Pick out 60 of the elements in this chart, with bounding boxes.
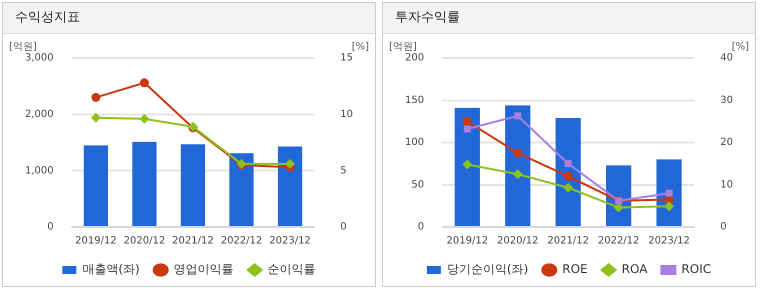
y-tick-label: 150 — [404, 94, 424, 106]
x-tick-label: 2022/12 — [598, 236, 640, 247]
point — [464, 126, 471, 132]
point — [513, 148, 522, 158]
bar — [454, 108, 480, 226]
legend-label: 영업이익률 — [174, 262, 234, 276]
point — [140, 78, 149, 88]
x-tick-label: 2022/12 — [220, 236, 262, 247]
bar — [505, 105, 530, 226]
y2-tick-label: 5 — [340, 165, 347, 176]
x-tick-label: 2021/12 — [547, 236, 589, 247]
x-tick-label: 2023/12 — [648, 236, 690, 247]
point — [564, 183, 573, 192]
x-tick-label: 2019/12 — [446, 236, 488, 247]
y2-tick-label: 0 — [720, 222, 727, 233]
legend-label: 당기순이익(좌) — [446, 262, 528, 276]
point — [140, 114, 149, 124]
y-tick-label: 200 — [404, 52, 424, 64]
y-tick-label: 0 — [47, 222, 54, 233]
point — [513, 170, 522, 179]
legend-label: 순이익률 — [268, 262, 316, 276]
point — [666, 190, 673, 197]
y2-axis-title: [%] — [732, 42, 750, 53]
y2-tick-label: 30 — [720, 94, 734, 106]
point — [514, 112, 522, 120]
point — [614, 203, 624, 212]
point — [91, 113, 100, 122]
y-tick-label: 100 — [404, 137, 424, 148]
y2-tick-label: 15 — [340, 52, 354, 64]
chart-title: 수익성지표 — [3, 3, 375, 34]
y2-axis-title: [%] — [352, 42, 370, 53]
y-tick-label: 2,000 — [24, 108, 54, 120]
y2-tick-label: 20 — [720, 137, 734, 148]
y2-tick-label: 0 — [340, 222, 347, 233]
legend-label: ROE — [562, 262, 588, 276]
point — [286, 159, 295, 168]
point — [664, 202, 674, 211]
y-tick-label: 50 — [411, 179, 424, 190]
x-tick-label: 2020/12 — [496, 236, 539, 247]
point — [564, 172, 573, 181]
y2-tick-label: 10 — [720, 179, 734, 190]
y-tick-label: 0 — [418, 222, 424, 233]
y2-tick-label: 10 — [340, 108, 354, 120]
x-tick-label: 2021/12 — [172, 236, 214, 247]
y-axis-title: [억원] — [9, 42, 37, 53]
legend-label: 매출액(좌) — [82, 262, 140, 276]
point — [91, 92, 100, 102]
y-axis-title: [억원] — [389, 42, 417, 53]
y-tick-label: 1,000 — [24, 165, 54, 176]
x-tick-label: 2019/12 — [75, 236, 117, 247]
chart-title: 투자수익률 — [383, 3, 755, 34]
x-tick-label: 2023/12 — [269, 236, 311, 247]
x-tick-label: 2020/12 — [124, 236, 166, 247]
y-tick-label: 3,000 — [24, 52, 54, 64]
legend-label: ROIC — [681, 262, 712, 276]
legend-label: ROA — [622, 262, 648, 276]
y2-tick-label: 40 — [720, 52, 734, 64]
point — [462, 160, 472, 169]
point — [564, 160, 572, 168]
point — [462, 116, 472, 126]
